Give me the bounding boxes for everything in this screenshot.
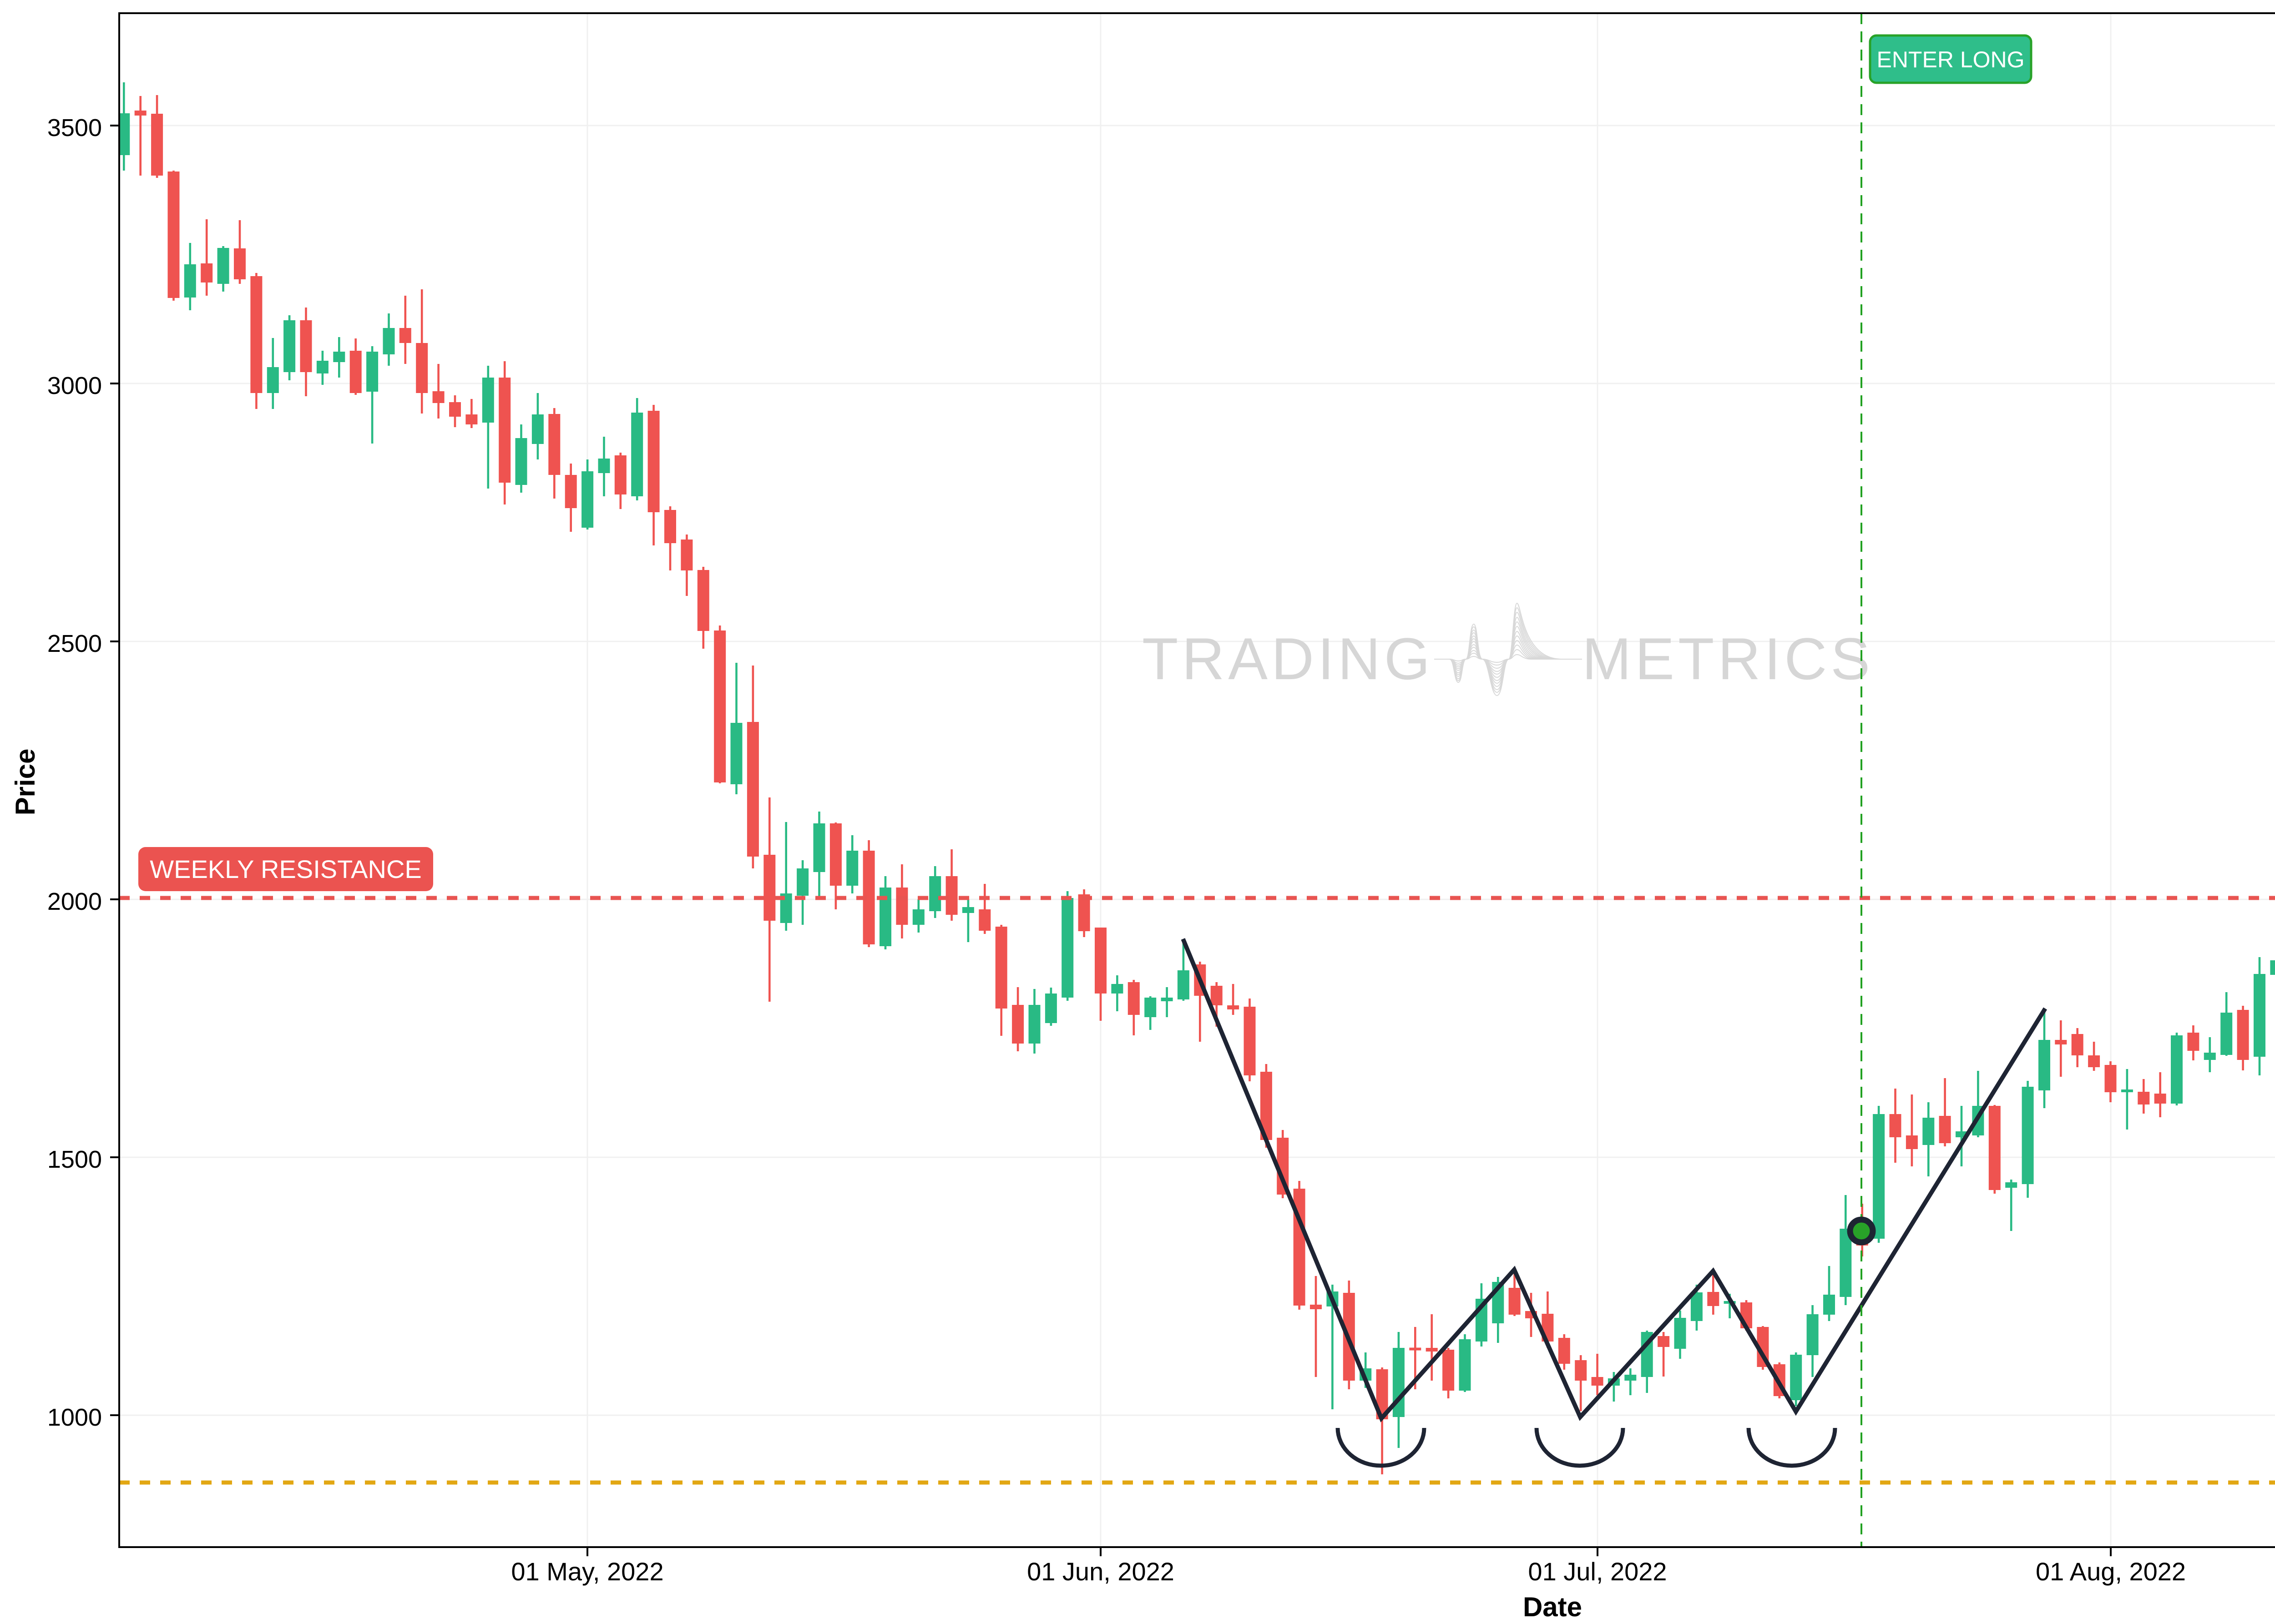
svg-text:METRICS: METRICS xyxy=(1582,625,1874,692)
svg-text:3500: 3500 xyxy=(47,114,102,141)
svg-text:Price: Price xyxy=(10,749,40,816)
svg-text:1000: 1000 xyxy=(47,1404,102,1431)
svg-text:3000: 3000 xyxy=(47,372,102,399)
svg-text:01 May, 2022: 01 May, 2022 xyxy=(511,1557,663,1586)
svg-text:01 Jun, 2022: 01 Jun, 2022 xyxy=(1027,1557,1174,1586)
svg-text:WEEKLY RESISTANCE: WEEKLY RESISTANCE xyxy=(150,855,422,883)
svg-text:Date: Date xyxy=(1523,1592,1582,1622)
svg-text:01 Aug, 2022: 01 Aug, 2022 xyxy=(2036,1557,2186,1586)
svg-text:2500: 2500 xyxy=(47,630,102,657)
svg-text:ENTER LONG: ENTER LONG xyxy=(1876,47,2024,72)
svg-text:2000: 2000 xyxy=(47,888,102,915)
svg-text:1500: 1500 xyxy=(47,1146,102,1173)
svg-text:TRADING: TRADING xyxy=(1142,625,1434,692)
svg-text:01 Jul, 2022: 01 Jul, 2022 xyxy=(1528,1557,1667,1586)
